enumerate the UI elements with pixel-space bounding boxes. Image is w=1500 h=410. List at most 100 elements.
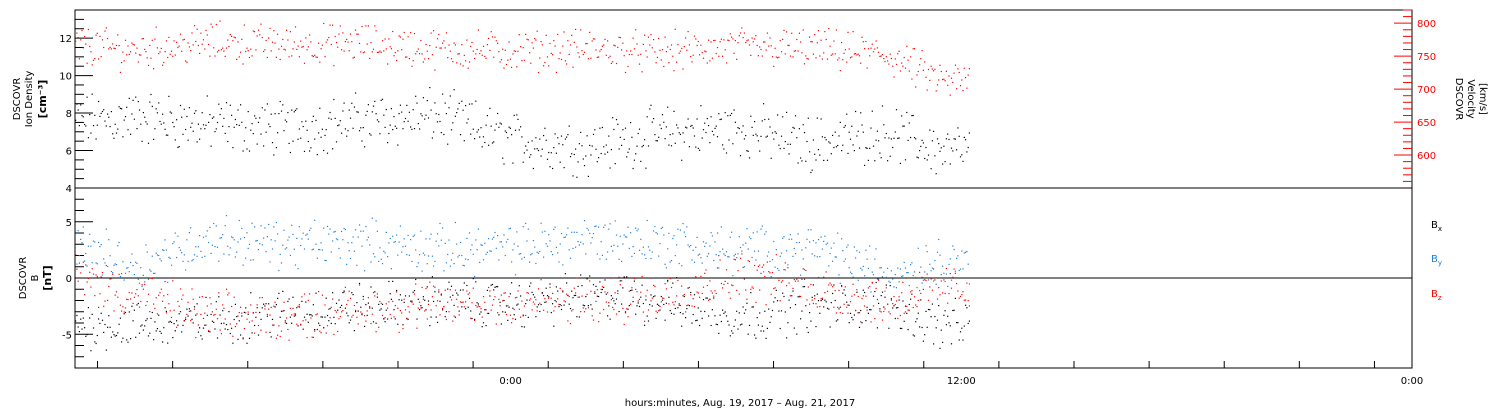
bx-point [697, 307, 699, 309]
bx-point [543, 295, 545, 297]
bz-point [495, 323, 497, 325]
density-point [582, 158, 584, 160]
density-point [915, 138, 917, 140]
velocity-point [883, 58, 885, 60]
density-point [94, 114, 96, 116]
bz-point [344, 286, 346, 288]
velocity-point [763, 41, 765, 43]
bz-point [200, 313, 202, 315]
bz-point [743, 278, 745, 280]
velocity-point [431, 54, 433, 56]
density-point [636, 145, 638, 147]
density-point [218, 103, 220, 105]
by-point [562, 264, 564, 266]
by-point [110, 270, 112, 273]
bx-point [920, 299, 922, 301]
by-point [849, 271, 852, 273]
bx-point [442, 309, 444, 311]
bx-point [466, 284, 468, 287]
by-point [78, 255, 80, 257]
velocity-point [748, 44, 751, 46]
by-point [789, 234, 791, 236]
by-point [357, 236, 359, 238]
velocity-point [696, 44, 698, 47]
density-point [356, 111, 358, 113]
bz-point [490, 309, 492, 311]
density-point [419, 128, 421, 130]
velocity-point [164, 51, 166, 53]
density-point [738, 127, 740, 130]
bx-point [92, 327, 95, 329]
density-point [713, 134, 715, 136]
bx-point [792, 290, 794, 292]
velocity-point [725, 62, 728, 64]
bx-point [155, 330, 157, 332]
velocity-point [497, 42, 499, 44]
bx-point [750, 292, 752, 294]
bz-point [766, 261, 768, 263]
density-point [341, 132, 343, 134]
bz-point [365, 320, 367, 322]
by-point [615, 234, 618, 236]
bz-point [353, 304, 355, 307]
bx-point [849, 312, 852, 314]
bx-point [488, 312, 490, 314]
density-point [497, 112, 499, 115]
by-point [888, 280, 890, 282]
bx-point [493, 289, 495, 291]
by-point [968, 283, 970, 285]
bz-point [668, 303, 670, 305]
by-point [832, 260, 834, 262]
by-point [945, 273, 947, 275]
bz-point [704, 272, 706, 274]
by-point [174, 232, 176, 234]
bx-point [917, 312, 919, 314]
density-point [522, 161, 524, 163]
velocity-point [396, 59, 398, 62]
density-point [917, 157, 919, 159]
velocity-point [141, 38, 143, 40]
bz-point [99, 293, 101, 295]
density-point [571, 153, 573, 155]
by-point [858, 251, 861, 253]
bz-point [728, 291, 730, 294]
bz-point [628, 290, 630, 292]
bz-point [406, 318, 408, 320]
bz-point [534, 303, 536, 305]
bx-point [498, 314, 500, 316]
bx-point [852, 319, 854, 321]
by-point [491, 238, 494, 240]
by-point [343, 227, 345, 230]
velocity-point [422, 61, 424, 63]
bx-point [526, 299, 528, 301]
density-point [867, 159, 869, 161]
velocity-point [242, 63, 244, 65]
velocity-point [312, 55, 314, 58]
by-point [115, 264, 118, 266]
by-point [312, 248, 314, 250]
bz-point [190, 319, 192, 322]
bz-point [503, 292, 505, 294]
bz-point [197, 324, 199, 326]
by-point [732, 275, 734, 277]
by-point [481, 244, 483, 246]
by-point [773, 240, 775, 243]
bz-point [811, 299, 813, 301]
velocity-point [389, 46, 391, 48]
bz-point [934, 279, 936, 281]
bx-point [599, 281, 601, 283]
by-point [598, 226, 600, 228]
velocity-point [894, 58, 896, 60]
velocity-point [360, 51, 362, 53]
velocity-point [796, 38, 798, 41]
bx-point [324, 316, 326, 318]
by-point [89, 233, 91, 235]
velocity-point [261, 36, 263, 39]
by-point [824, 235, 826, 237]
bx-point [270, 336, 272, 338]
velocity-point [852, 31, 854, 33]
bz-point [202, 317, 205, 319]
bx-point [608, 305, 610, 307]
density-point [165, 134, 167, 136]
by-point [191, 260, 193, 262]
